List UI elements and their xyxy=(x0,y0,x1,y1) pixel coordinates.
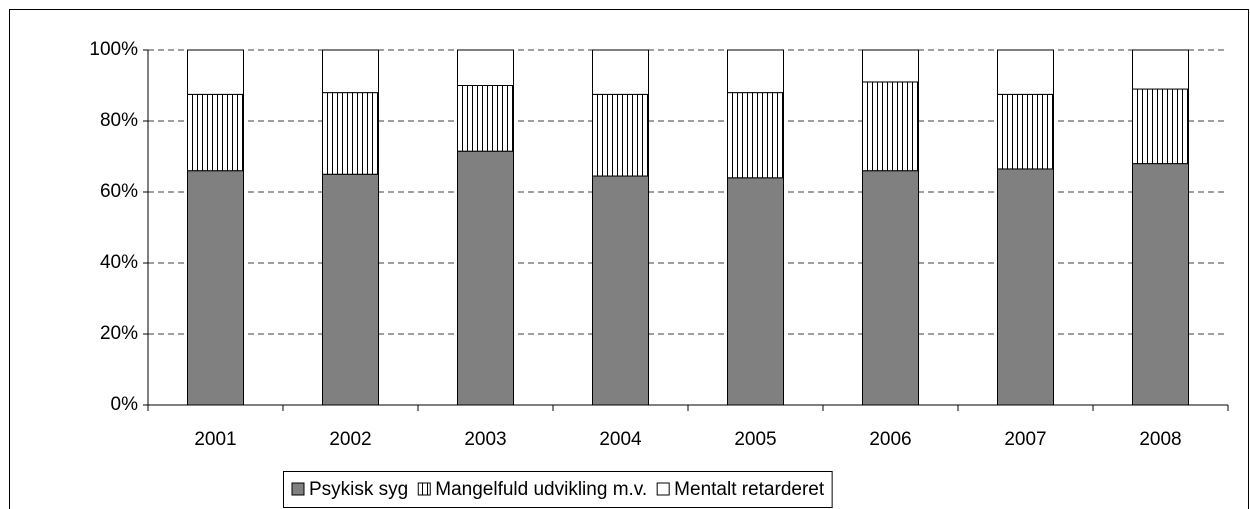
bar-segment xyxy=(862,170,919,406)
bar-segment xyxy=(997,49,1054,95)
bar-segment xyxy=(187,49,244,95)
y-tick-label: 20% xyxy=(100,323,138,344)
y-tick-label: 100% xyxy=(89,39,138,60)
legend-box xyxy=(283,471,833,508)
bar-segment xyxy=(592,93,649,177)
bar-segment xyxy=(592,175,649,406)
x-tick-label: 2007 xyxy=(1004,429,1046,450)
x-tick-label: 2005 xyxy=(734,429,776,450)
x-tick-label: 2002 xyxy=(329,429,371,450)
bar-segment xyxy=(1132,49,1189,90)
bar-segment xyxy=(997,93,1054,170)
legend-swatch xyxy=(291,482,305,496)
bar-segment xyxy=(457,49,514,86)
y-tick-label: 60% xyxy=(100,181,138,202)
bar-segment xyxy=(727,49,784,94)
y-tick-label: 80% xyxy=(100,110,138,131)
bar-segment xyxy=(322,92,379,175)
y-tick-label: 40% xyxy=(100,252,138,273)
bar-segment xyxy=(997,168,1054,406)
x-tick-label: 2008 xyxy=(1139,429,1181,450)
bar-segment xyxy=(1132,88,1189,165)
legend-label: Mentalt retarderet xyxy=(674,479,825,500)
bar-segment xyxy=(187,170,244,406)
bar-segment xyxy=(187,93,244,172)
legend: Psykisk syg Mangelfuld udvikling m.v. Ment… xyxy=(283,471,833,508)
legend-swatch xyxy=(656,482,670,496)
bar-segment xyxy=(457,85,514,152)
bar-segment xyxy=(322,173,379,406)
bar-segment xyxy=(862,49,919,83)
legend-swatch xyxy=(417,482,431,496)
legend-label: Mangelfuld udvikling m.v. xyxy=(435,479,647,500)
y-tick-label: 0% xyxy=(111,394,139,415)
chart-border xyxy=(9,9,1249,509)
x-tick-label: 2001 xyxy=(194,429,236,450)
bar-segment xyxy=(727,177,784,406)
bar-segment xyxy=(1132,163,1189,406)
x-tick-label: 2003 xyxy=(464,429,506,450)
bar-segment xyxy=(322,49,379,94)
bar-segment xyxy=(592,49,649,95)
x-tick-label: 2006 xyxy=(869,429,911,450)
x-tick-label: 2004 xyxy=(599,429,642,450)
bar-segment xyxy=(457,150,514,406)
bar-segment xyxy=(727,92,784,179)
bar-segment xyxy=(862,81,919,172)
legend-label: Psykisk syg xyxy=(309,479,408,500)
